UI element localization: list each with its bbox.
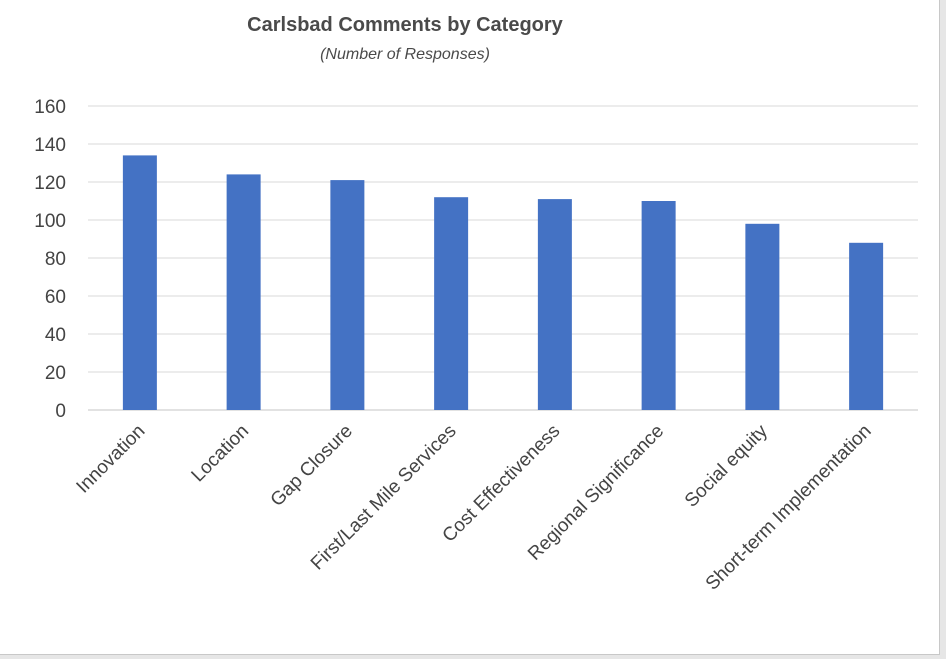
y-tick-label: 20 (45, 363, 66, 384)
gridlines (88, 105, 918, 411)
y-tick-label: 80 (45, 249, 66, 270)
x-category-label: Gap Closure (267, 421, 357, 511)
y-tick-label: 120 (34, 173, 66, 194)
bar-regional-significance (641, 201, 676, 410)
bar-short-term-implementation (849, 242, 884, 410)
x-category-label: Short-term Implementation (702, 421, 876, 595)
y-tick-label: 160 (34, 97, 66, 118)
x-axis-category-labels: Innovation Location Gap ClosureFirst/Last … (73, 420, 876, 594)
bars (122, 155, 884, 410)
y-tick-label: 60 (45, 287, 66, 308)
bar-innovation (122, 155, 157, 410)
y-tick-label: 140 (34, 135, 66, 156)
chart-subtitle: (Number of Responses) (320, 46, 490, 63)
bar-social-equity (745, 223, 780, 410)
chart-title: Carlsbad Comments by Category (247, 14, 563, 36)
y-axis-tick-labels: 0 20 40 60 80 100 120 140 160 (34, 97, 66, 422)
bar-gap-closure (330, 180, 365, 410)
x-category-label: Innovation (73, 421, 150, 498)
bar-location (226, 174, 261, 410)
y-tick-label: 0 (55, 401, 66, 422)
y-tick-label: 40 (45, 325, 66, 346)
y-tick-label: 100 (34, 211, 66, 232)
x-category-label: Social equity (681, 420, 772, 511)
bar-cost-effectiveness (537, 199, 572, 410)
x-category-label: Location (188, 421, 254, 487)
bar-first-last-mile-services (434, 197, 469, 410)
